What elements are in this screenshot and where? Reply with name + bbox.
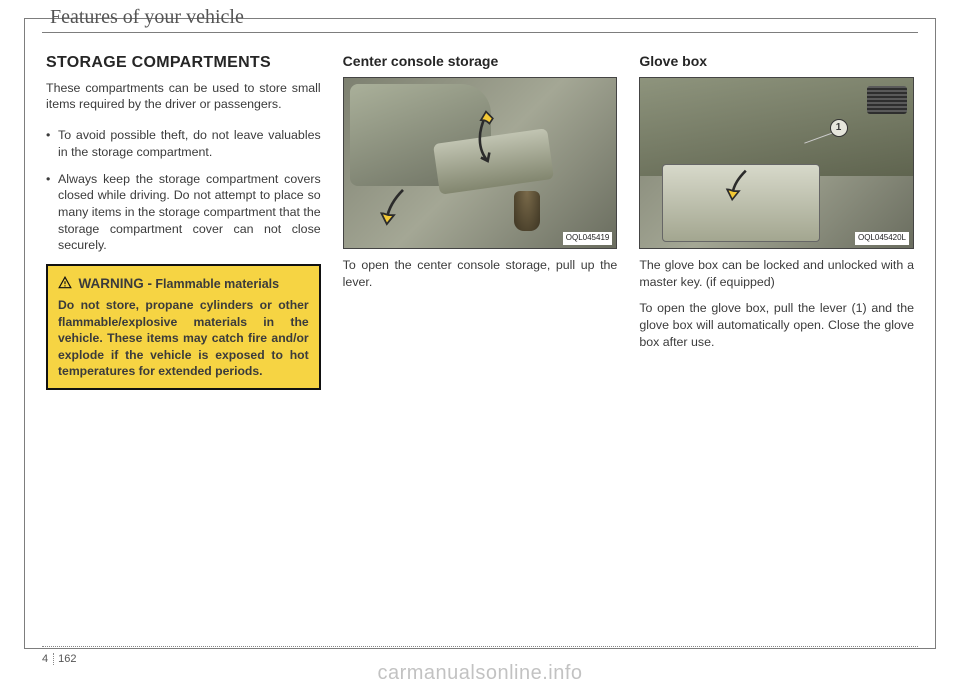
header-rule <box>42 32 918 33</box>
bullet-item: To avoid possible theft, do not leave va… <box>46 127 321 160</box>
column-2: Center console storage OQL045419 To open… <box>343 52 618 390</box>
center-console-title: Center console storage <box>343 52 618 71</box>
arrow-open-icon <box>722 166 756 206</box>
glove-box-text-1: The glove box can be locked and unlocked… <box>639 257 914 290</box>
air-vent-shape <box>867 86 907 114</box>
section-title: STORAGE COMPARTMENTS <box>46 52 321 74</box>
callout-bubble: 1 <box>830 119 848 137</box>
warning-heading: WARNING - <box>78 276 152 291</box>
warning-subject: Flammable materials <box>155 277 279 291</box>
content-columns: STORAGE COMPARTMENTS These compartments … <box>46 52 914 390</box>
warning-heading-row: WARNING - Flammable materials <box>58 274 309 293</box>
intro-text: These compartments can be used to store … <box>46 80 321 113</box>
warning-box: WARNING - Flammable materials Do not sto… <box>46 264 321 390</box>
warning-icon <box>58 276 72 290</box>
glove-box-title: Glove box <box>639 52 914 71</box>
watermark: carmanualsonline.info <box>0 662 960 685</box>
column-1: STORAGE COMPARTMENTS These compartments … <box>46 52 321 390</box>
cupholder-shape <box>514 191 540 231</box>
footer-rule <box>42 646 918 647</box>
center-console-text: To open the center console storage, pull… <box>343 257 618 290</box>
column-3: Glove box 1 OQL045420L The glove box can… <box>639 52 914 390</box>
figure-code: OQL045420L <box>855 232 909 245</box>
arrow-down-icon <box>376 183 412 231</box>
center-console-figure: OQL045419 <box>343 77 618 249</box>
bullet-list: To avoid possible theft, do not leave va… <box>46 127 321 254</box>
figure-code: OQL045419 <box>563 232 613 245</box>
glove-box-figure: 1 OQL045420L <box>639 77 914 249</box>
warning-body: Do not store, propane cylinders or other… <box>58 297 309 379</box>
arrow-up-icon <box>469 108 503 168</box>
running-head: Features of your vehicle <box>50 6 244 29</box>
glove-box-text-2: To open the glove box, pull the lever (1… <box>639 300 914 350</box>
bullet-item: Always keep the storage compartment cove… <box>46 171 321 255</box>
